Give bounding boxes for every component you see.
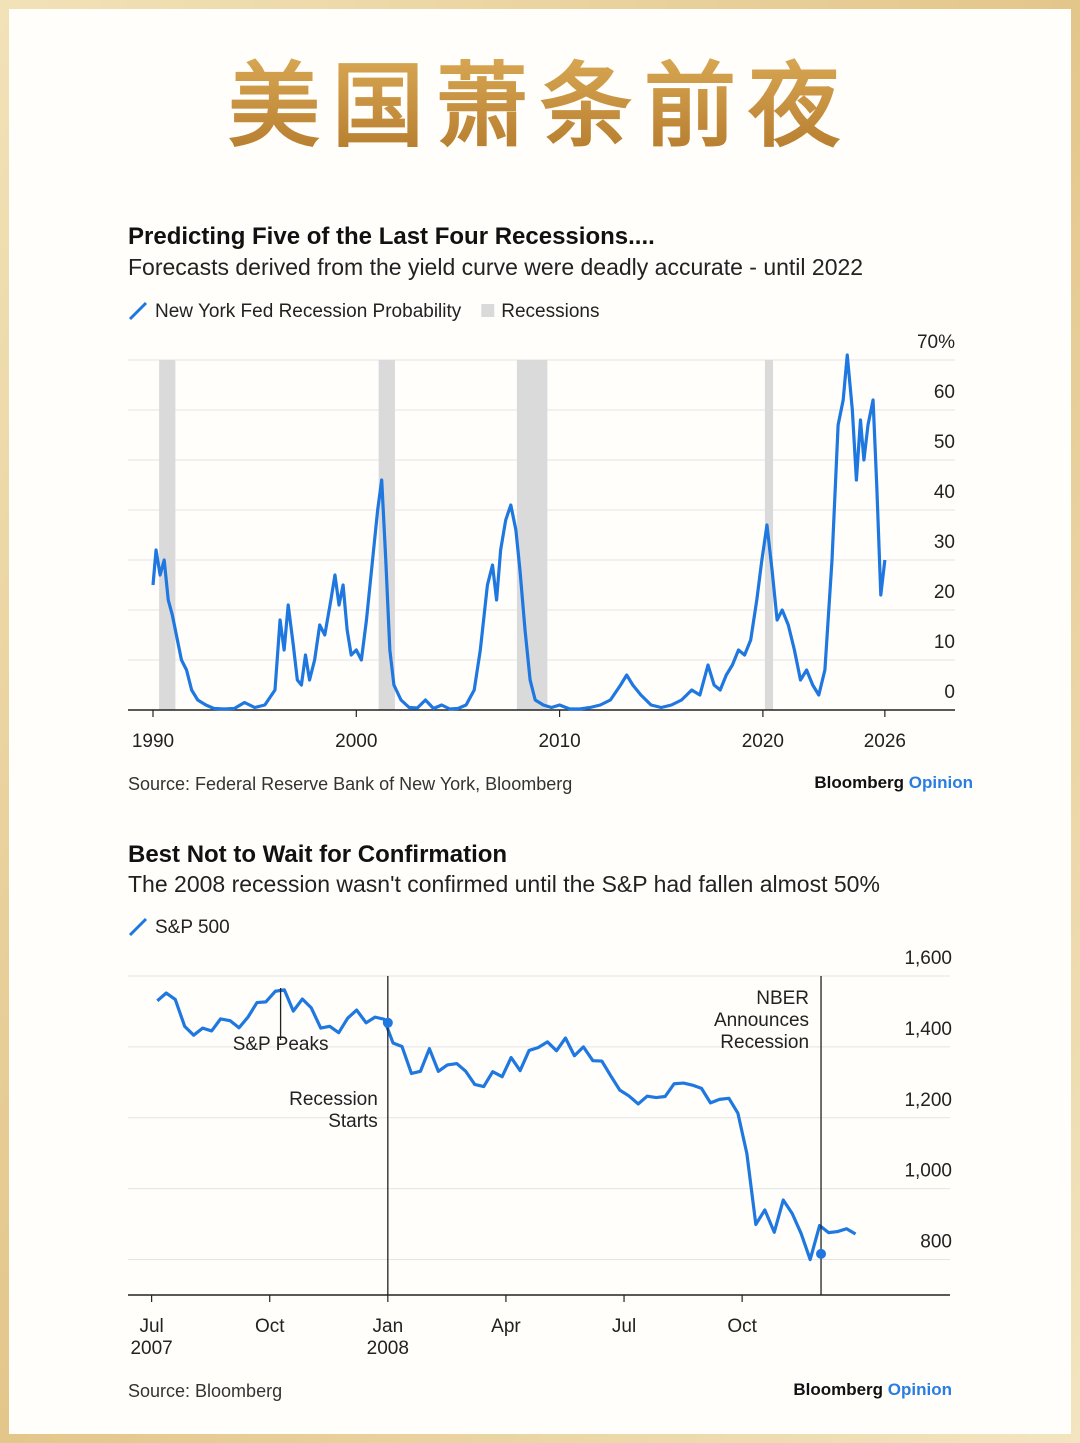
brand: Bloomberg Opinion xyxy=(814,773,973,792)
chart-subtitle: The 2008 recession wasn't confirmed unti… xyxy=(128,871,880,897)
chart-title: Best Not to Wait for Confirmation xyxy=(128,841,507,868)
y-tick-label: 40 xyxy=(934,482,955,503)
annotation-dot xyxy=(382,1017,393,1028)
x-tick-label: 2010 xyxy=(538,731,580,752)
legend-label: Recessions xyxy=(501,301,599,322)
source: Source: Federal Reserve Bank of New York… xyxy=(128,774,572,794)
brand-name: Bloomberg xyxy=(814,773,904,792)
annotation-label: Recession xyxy=(289,1089,378,1110)
legend-icon xyxy=(128,917,148,937)
series-line xyxy=(156,988,857,1262)
x-tick-label: Jan xyxy=(373,1316,404,1337)
y-tick-label: 10 xyxy=(934,632,955,653)
page-title: 美国萧条前夜 xyxy=(228,52,852,160)
x-tick-label: 2000 xyxy=(335,731,377,752)
chart-title: Predicting Five of the Last Four Recessi… xyxy=(128,223,655,250)
annotation-label: S&P Peaks xyxy=(233,1034,329,1055)
background xyxy=(9,9,1071,1434)
legend-label: S&P 500 xyxy=(155,917,230,938)
brand: Bloomberg Opinion xyxy=(793,1380,952,1399)
source: Source: Bloomberg xyxy=(128,1381,282,1401)
y-tick-label: 60 xyxy=(934,382,955,403)
recession-band xyxy=(516,360,548,710)
x-tick-year: 2008 xyxy=(367,1338,409,1359)
y-tick-label: 20 xyxy=(934,582,955,603)
annotation-label: Announces xyxy=(714,1010,809,1031)
annotation-label: Recession xyxy=(720,1032,809,1053)
brand-name: Bloomberg xyxy=(793,1380,883,1399)
x-tick-label: Jul xyxy=(139,1316,163,1337)
brand-section: Opinion xyxy=(909,773,973,792)
recession-band xyxy=(378,360,395,710)
x-tick-label: 2026 xyxy=(864,731,906,752)
y-tick-label: 1,600 xyxy=(904,948,952,969)
y-tick-label: 1,000 xyxy=(904,1161,952,1182)
y-tick-label: 1,400 xyxy=(904,1019,952,1040)
annotation-label: Starts xyxy=(328,1111,378,1132)
x-tick-label: Oct xyxy=(727,1316,757,1337)
x-tick-year: 2007 xyxy=(130,1338,172,1359)
x-tick-label: 1990 xyxy=(132,731,174,752)
y-tick-label: 30 xyxy=(934,532,955,553)
legend-icon xyxy=(128,301,148,321)
series-line xyxy=(151,353,887,711)
annotation-dot xyxy=(816,1248,827,1259)
legend-label: New York Fed Recession Probability xyxy=(155,301,462,322)
x-tick-label: Jul xyxy=(612,1316,636,1337)
x-tick-label: Oct xyxy=(255,1316,285,1337)
y-tick-label: 1,200 xyxy=(904,1090,952,1111)
y-tick-label: 0 xyxy=(944,682,955,703)
annotation-label: NBER xyxy=(756,988,809,1009)
y-tick-label: 50 xyxy=(934,432,955,453)
y-tick-label: 70% xyxy=(917,332,955,353)
x-tick-label: 2020 xyxy=(742,731,784,752)
chart-subtitle: Forecasts derived from the yield curve w… xyxy=(128,254,863,280)
legend-swatch xyxy=(481,304,495,317)
y-tick-label: 800 xyxy=(920,1232,952,1253)
recession-band xyxy=(159,360,176,710)
x-tick-label: Apr xyxy=(491,1316,521,1337)
brand-section: Opinion xyxy=(888,1380,952,1399)
